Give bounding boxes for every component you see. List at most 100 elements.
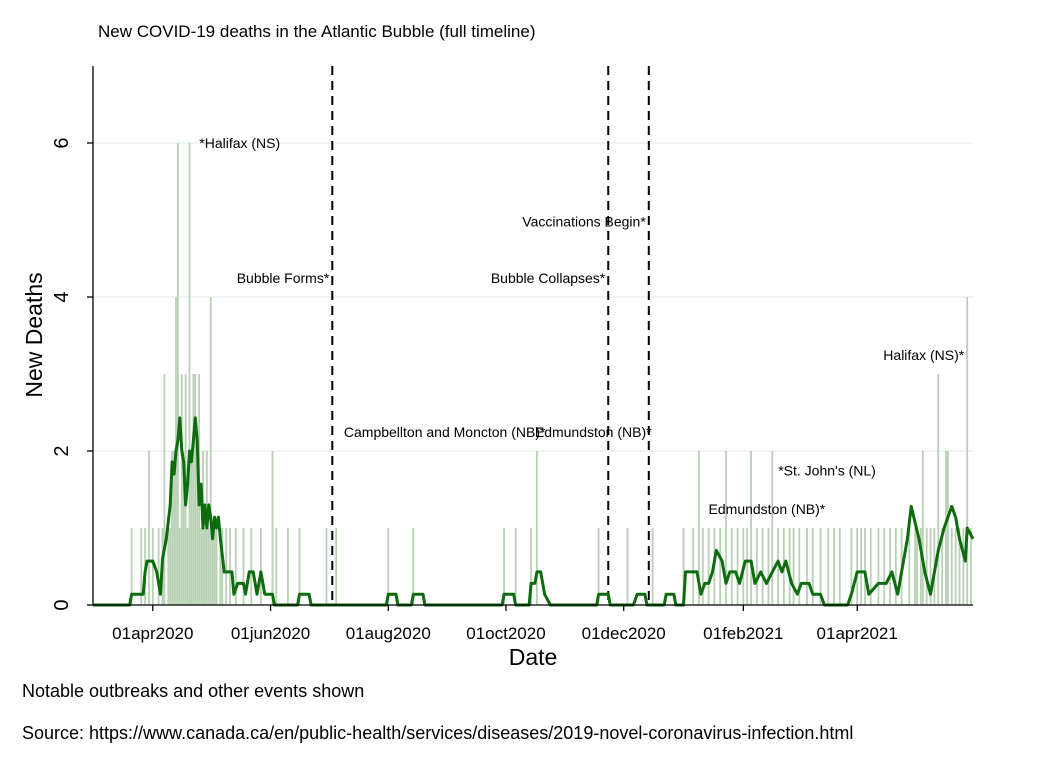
- bar: [140, 528, 143, 605]
- bar: [626, 528, 629, 605]
- bar: [173, 451, 175, 605]
- axis-ticks: 0 2 4 6 01apr2020 01jun2020 01aug2020 01oct2020…: [51, 137, 898, 643]
- bar: [707, 528, 710, 605]
- bar: [271, 451, 274, 605]
- x-tick-label: 01jun2020: [231, 624, 310, 643]
- bar: [771, 451, 774, 605]
- bar: [259, 528, 262, 605]
- outbreaks-note: Notable outbreaks and other events shown: [22, 681, 365, 701]
- x-tick-label: 01feb2021: [703, 624, 783, 643]
- bar: [889, 528, 891, 605]
- bar: [298, 528, 301, 605]
- bar: [188, 143, 191, 605]
- bar: [597, 528, 600, 605]
- bar: [215, 528, 218, 605]
- bar: [864, 528, 866, 605]
- bar: [157, 528, 160, 605]
- bar: [921, 451, 924, 605]
- bar: [945, 451, 947, 605]
- bar: [177, 143, 179, 605]
- bar: [412, 528, 415, 605]
- bar: [860, 528, 862, 605]
- bar: [919, 528, 922, 605]
- bar: [806, 528, 808, 605]
- annotations: *Halifax (NS) Bubble Forms* Vaccinations B…: [199, 135, 964, 517]
- bar: [250, 528, 253, 605]
- annotation-label: Halifax (NS)*: [883, 347, 964, 363]
- bar: [792, 528, 795, 605]
- bar: [182, 451, 185, 605]
- bar: [929, 528, 932, 605]
- bar: [219, 528, 222, 605]
- bar: [856, 528, 859, 605]
- bar: [850, 528, 853, 605]
- bar: [819, 528, 822, 605]
- bar: [914, 528, 917, 605]
- bar: [287, 528, 289, 605]
- bar: [535, 451, 538, 605]
- x-tick-label: 01dec2020: [582, 624, 666, 643]
- bar: [811, 528, 814, 605]
- bar: [750, 451, 752, 605]
- bar: [169, 528, 172, 605]
- bar: [234, 528, 237, 605]
- bar: [777, 528, 779, 605]
- bar: [692, 528, 695, 605]
- bar: [325, 528, 328, 605]
- bar: [838, 528, 841, 605]
- bar: [130, 528, 133, 605]
- source-note: Source: https://www.canada.ca/en/public-…: [22, 723, 854, 743]
- bar: [755, 528, 758, 605]
- bar: [275, 528, 278, 605]
- bar: [148, 451, 150, 605]
- bar: [163, 374, 166, 605]
- bar: [962, 528, 965, 605]
- bar: [167, 528, 170, 605]
- bar: [798, 528, 801, 605]
- bar: [937, 374, 940, 605]
- bar: [827, 528, 830, 605]
- bar: [196, 451, 199, 605]
- bar: [730, 528, 733, 605]
- annotation-label: Campbellton and Moncton (NB)*: [344, 424, 546, 440]
- bar: [767, 528, 770, 605]
- axes: [92, 66, 973, 606]
- bar: [194, 374, 197, 605]
- bar: [788, 528, 791, 605]
- y-tick-label: 4: [51, 291, 73, 302]
- bar: [761, 528, 764, 605]
- bar: [186, 528, 189, 605]
- bar: [908, 528, 911, 605]
- bar: [746, 528, 749, 605]
- bar: [833, 528, 835, 605]
- x-axis-title: Date: [509, 644, 558, 670]
- bar: [151, 528, 154, 605]
- x-tick-label: 01apr2020: [112, 624, 193, 643]
- bar: [225, 528, 228, 605]
- x-tick-label: 01apr2021: [817, 624, 898, 643]
- line-series: [93, 416, 975, 607]
- annotation-label: Bubble Forms*: [237, 270, 330, 286]
- bar: [736, 528, 739, 605]
- annotation-label: Vaccinations Begin*: [522, 214, 646, 230]
- bar: [335, 528, 338, 605]
- chart: New COVID-19 deaths in the Atlantic Bubb…: [21, 22, 975, 670]
- chart-title: New COVID-19 deaths in the Atlantic Bubb…: [98, 22, 535, 41]
- bar: [213, 528, 216, 605]
- x-tick-label: 01aug2020: [346, 624, 431, 643]
- bar-series: [130, 143, 972, 605]
- y-axis-title: New Deaths: [21, 272, 47, 397]
- bar: [966, 297, 969, 605]
- bar: [725, 451, 727, 605]
- y-tick-label: 0: [51, 599, 73, 610]
- bar: [200, 528, 202, 605]
- bar: [925, 528, 928, 605]
- event-lines: [331, 66, 650, 605]
- bar: [869, 528, 872, 605]
- bar: [530, 528, 532, 605]
- bar: [950, 528, 953, 605]
- bar: [242, 528, 245, 605]
- bar: [190, 451, 193, 605]
- x-tick-label: 01oct2020: [466, 624, 545, 643]
- bar: [209, 297, 212, 605]
